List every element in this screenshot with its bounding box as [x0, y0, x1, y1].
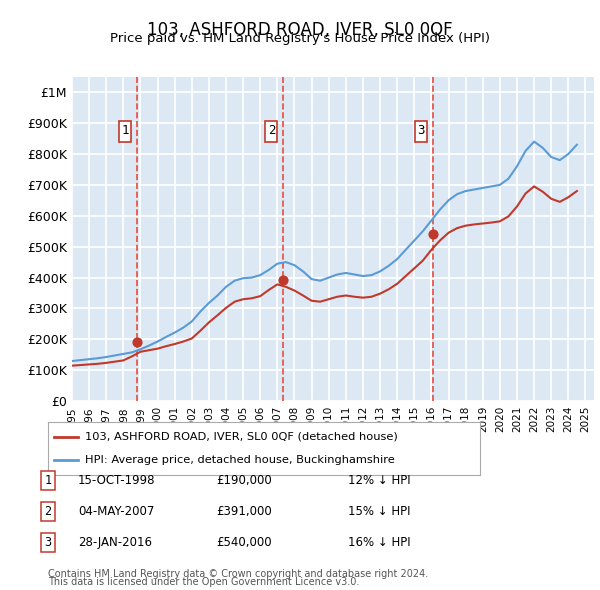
Text: 3: 3: [417, 124, 425, 137]
Text: 1: 1: [44, 474, 52, 487]
Text: 1: 1: [121, 124, 129, 137]
Text: 3: 3: [44, 536, 52, 549]
FancyBboxPatch shape: [119, 120, 131, 142]
Text: 2: 2: [44, 505, 52, 518]
Text: £540,000: £540,000: [216, 536, 272, 549]
FancyBboxPatch shape: [415, 120, 427, 142]
Text: 103, ASHFORD ROAD, IVER, SL0 0QF: 103, ASHFORD ROAD, IVER, SL0 0QF: [147, 21, 453, 39]
FancyBboxPatch shape: [265, 120, 277, 142]
Text: 12% ↓ HPI: 12% ↓ HPI: [348, 474, 410, 487]
Point: [428, 230, 437, 239]
Text: £391,000: £391,000: [216, 505, 272, 518]
Text: 04-MAY-2007: 04-MAY-2007: [78, 505, 154, 518]
Text: This data is licensed under the Open Government Licence v3.0.: This data is licensed under the Open Gov…: [48, 577, 359, 587]
Text: 2: 2: [268, 124, 275, 137]
Text: £190,000: £190,000: [216, 474, 272, 487]
Text: 28-JAN-2016: 28-JAN-2016: [78, 536, 152, 549]
Point: [278, 276, 288, 285]
Text: 15% ↓ HPI: 15% ↓ HPI: [348, 505, 410, 518]
Text: Price paid vs. HM Land Registry's House Price Index (HPI): Price paid vs. HM Land Registry's House …: [110, 32, 490, 45]
Point: [132, 337, 142, 347]
Text: 15-OCT-1998: 15-OCT-1998: [78, 474, 155, 487]
Text: 16% ↓ HPI: 16% ↓ HPI: [348, 536, 410, 549]
Text: Contains HM Land Registry data © Crown copyright and database right 2024.: Contains HM Land Registry data © Crown c…: [48, 569, 428, 579]
Text: HPI: Average price, detached house, Buckinghamshire: HPI: Average price, detached house, Buck…: [85, 455, 394, 465]
Text: 103, ASHFORD ROAD, IVER, SL0 0QF (detached house): 103, ASHFORD ROAD, IVER, SL0 0QF (detach…: [85, 432, 397, 442]
